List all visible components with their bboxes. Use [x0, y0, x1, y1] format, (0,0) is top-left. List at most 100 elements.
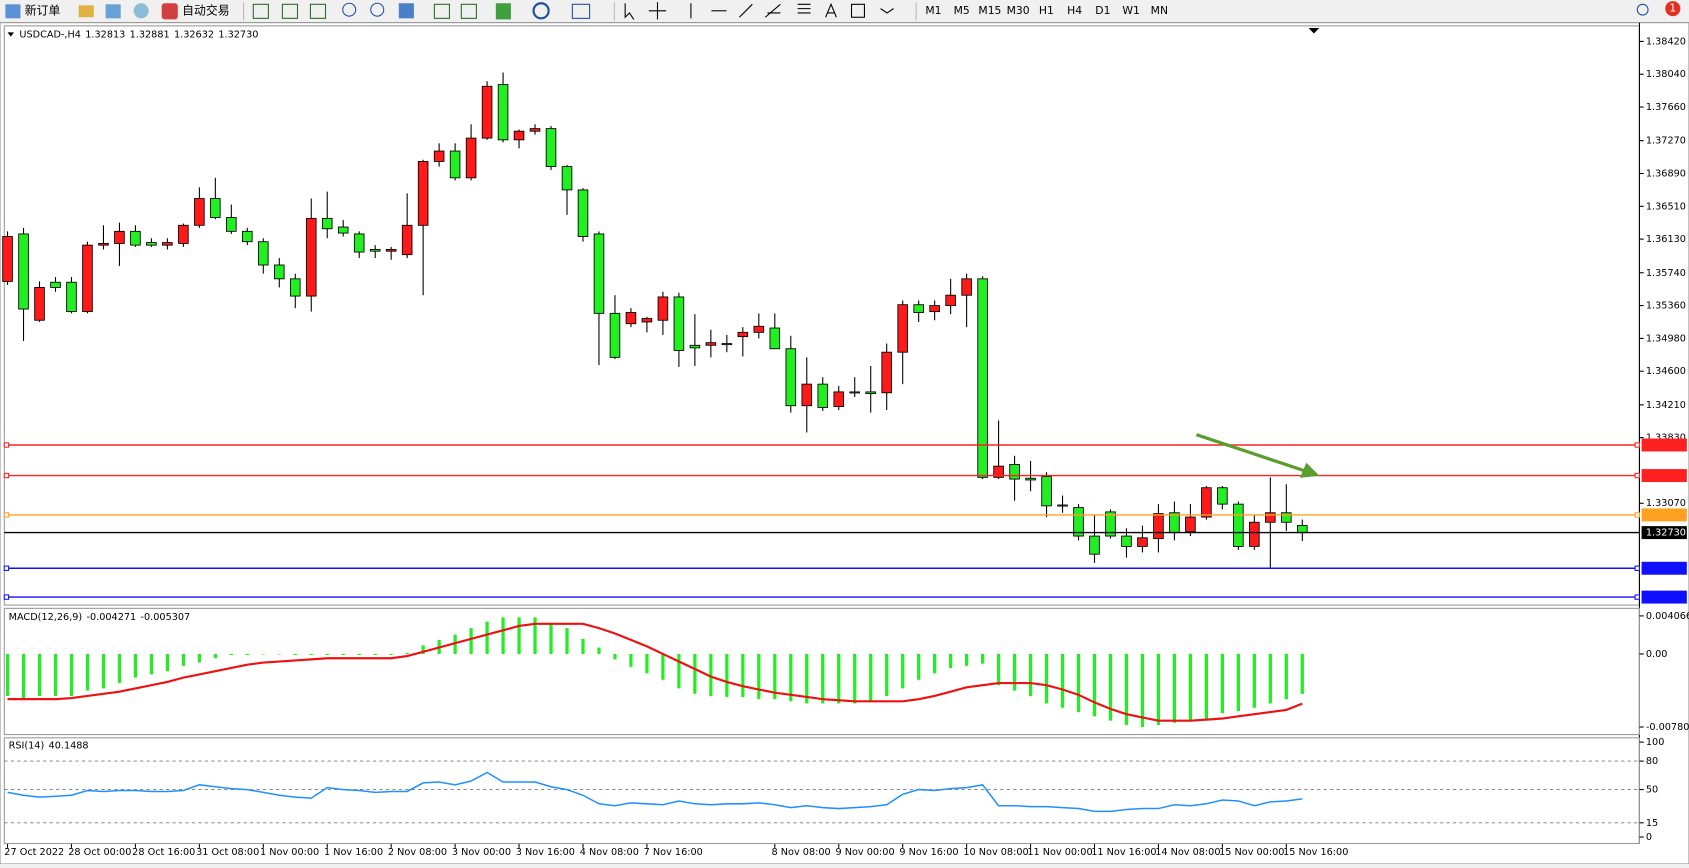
- toolbar-icon[interactable]: [281, 3, 299, 19]
- trendline-tool[interactable]: [739, 3, 753, 18]
- header-value: 1.32730: [218, 30, 258, 41]
- y-tick-label: 1.36510: [1646, 201, 1686, 212]
- macd-bar: [1108, 653, 1113, 721]
- candle-body: [625, 312, 637, 325]
- indicators[interactable]: [495, 3, 511, 20]
- macd-bar: [357, 653, 361, 656]
- x-tick-label: 15 Nov 00:00: [1219, 847, 1284, 858]
- macd-bar: [773, 653, 777, 700]
- toolbar-icon[interactable]: [433, 3, 451, 19]
- candle-body: [98, 242, 109, 246]
- x-tick-label: 11 Nov 00:00: [1027, 847, 1092, 858]
- macd-bar: [5, 653, 10, 696]
- x-tick-label: 11 Nov 16:00: [1091, 847, 1156, 858]
- templates[interactable]: [571, 3, 591, 19]
- timeframe-button[interactable]: MN: [1151, 4, 1168, 17]
- toolbar-icon[interactable]: [252, 3, 269, 19]
- candle-body: [1041, 476, 1052, 507]
- price-label-box: [1641, 508, 1687, 522]
- fibo-tool[interactable]: [797, 3, 811, 14]
- macd-bar: [901, 653, 905, 689]
- label-tool[interactable]: [850, 3, 865, 18]
- toolbar-icon[interactable]: [133, 3, 149, 19]
- candle-body: [481, 85, 493, 139]
- crosshair-tool[interactable]: [648, 2, 667, 20]
- macd-bar: [853, 653, 857, 704]
- header-value: -0.004271: [86, 612, 136, 623]
- tile-windows[interactable]: [398, 3, 414, 19]
- candle-body: [50, 281, 61, 288]
- candle-body: [1249, 521, 1260, 547]
- macd-bar: [293, 653, 297, 656]
- periods[interactable]: [532, 2, 550, 20]
- timeframe-button[interactable]: M5: [954, 4, 970, 17]
- candle-body: [369, 249, 381, 252]
- indicator-name: MACD(12,26,9): [9, 612, 83, 623]
- candle-body: [1233, 503, 1244, 547]
- line-handle: [1634, 565, 1640, 571]
- candle-body: [417, 160, 429, 226]
- timeframe-button[interactable]: H1: [1039, 4, 1054, 17]
- toolbar-icon[interactable]: [460, 3, 477, 19]
- timeframe-button[interactable]: M15: [978, 4, 1001, 17]
- price-label-box: [1641, 561, 1687, 575]
- auto-trading-icon[interactable]: [161, 3, 178, 20]
- timeframe-button[interactable]: D1: [1095, 4, 1110, 17]
- timeframe-button[interactable]: M30: [1007, 4, 1030, 17]
- candle-body: [1025, 477, 1036, 481]
- x-tick-label: 31 Oct 08:00: [196, 847, 259, 858]
- macd-bar: [613, 653, 617, 660]
- y-tick-label: 1.38420: [1646, 36, 1686, 47]
- y-tick-label: 1.35360: [1646, 301, 1686, 312]
- zoom-out[interactable]: [370, 2, 385, 17]
- macd-bar: [501, 617, 505, 654]
- candle-body: [146, 242, 157, 246]
- toolbar-icon[interactable]: [105, 4, 121, 19]
- candle-body: [849, 391, 861, 394]
- text-tool[interactable]: [825, 2, 837, 18]
- candle-body: [545, 128, 557, 168]
- macd-bar: [996, 653, 1001, 686]
- candle-body: [337, 226, 349, 234]
- timeframe-button[interactable]: W1: [1122, 4, 1139, 17]
- y-tick-label: 100: [1646, 737, 1664, 748]
- y-tick-label: 1.34980: [1646, 333, 1686, 344]
- y-tick-label: 1.34210: [1646, 400, 1686, 411]
- macd-bar: [1124, 653, 1129, 725]
- macd-bar: [1300, 653, 1304, 694]
- panel-frame: [3, 737, 1640, 845]
- auto-trading-button[interactable]: 自动交易: [182, 3, 229, 17]
- toolbar: [0, 0, 1689, 23]
- candle-body: [833, 391, 845, 408]
- timeframe-button[interactable]: H4: [1067, 4, 1082, 17]
- arrows-tool[interactable]: [880, 8, 894, 14]
- channel-tool[interactable]: [764, 3, 781, 18]
- new-order-button[interactable]: 新订单: [25, 3, 61, 17]
- chart-window: [0, 22, 1689, 865]
- header-value: 1.32632: [174, 30, 214, 41]
- indicator-name: USDCAD-,H4: [19, 30, 81, 41]
- line-handle: [1634, 512, 1640, 518]
- y-tick-label: 1.38040: [1646, 69, 1686, 80]
- y-tick-label: 80: [1646, 756, 1658, 767]
- macd-bar: [581, 638, 585, 654]
- macd-bar: [949, 653, 953, 668]
- macd-bar: [709, 653, 713, 696]
- candle-body: [1153, 513, 1164, 540]
- macd-bar: [197, 653, 201, 663]
- zoom-in[interactable]: [342, 2, 357, 17]
- search[interactable]: [1636, 3, 1649, 16]
- line-handle: [3, 472, 10, 479]
- cursor-tool[interactable]: [624, 3, 635, 20]
- toolbar-icon[interactable]: [78, 5, 94, 18]
- timeframe-button[interactable]: M1: [925, 4, 941, 17]
- line-handle: [3, 594, 10, 600]
- candle-body: [353, 233, 365, 253]
- toolbar-icon[interactable]: [309, 3, 327, 19]
- candle-body: [817, 383, 829, 408]
- candle-body: [34, 287, 45, 321]
- new-order-icon[interactable]: [5, 4, 21, 19]
- candle-body: [1169, 512, 1180, 534]
- notification-badge[interactable]: [1665, 1, 1681, 17]
- candle-body: [753, 325, 765, 333]
